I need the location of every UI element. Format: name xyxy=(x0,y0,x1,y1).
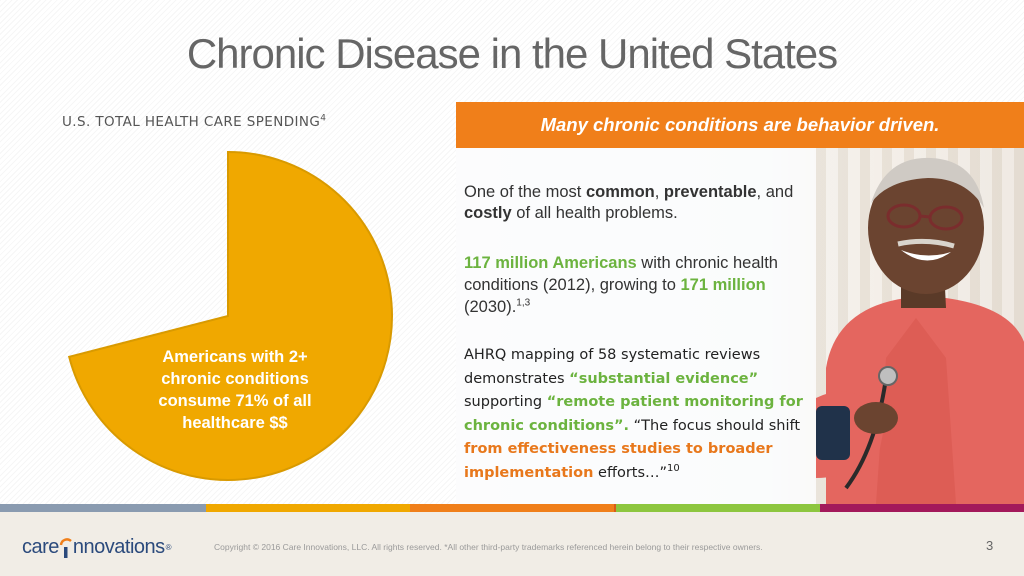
stripe-segment-green xyxy=(616,504,820,512)
pie-slice-71-percent xyxy=(67,150,393,481)
paragraph-preventable: One of the most common, preventable, and… xyxy=(464,182,816,224)
copyright-notice: Copyright © 2016 Care Innovations, LLC. … xyxy=(214,542,763,552)
care-innovations-logo: care nnovations ® xyxy=(22,532,172,562)
photo-background xyxy=(456,148,1024,504)
spending-label-text: U.S. TOTAL HEALTH CARE SPENDING xyxy=(62,114,321,130)
spending-label: U.S. TOTAL HEALTH CARE SPENDING4 xyxy=(62,114,326,130)
slide-title: Chronic Disease in the United States xyxy=(186,30,838,77)
para1-text-4: of all health problems. xyxy=(511,204,678,222)
pie-label: Americans with 2+ chronic conditions con… xyxy=(158,348,312,432)
logo-text-nnovations: nnovations xyxy=(72,535,165,558)
spending-pie-chart xyxy=(67,150,393,481)
para3-reference: 10 xyxy=(667,462,680,474)
para3-highlight-evidence: “substantial evidence” xyxy=(569,370,759,387)
para1-bold-costly: costly xyxy=(464,204,512,222)
para1-text-3: , and xyxy=(756,183,794,201)
paragraph-ahrq: AHRQ mapping of 58 systematic reviews de… xyxy=(464,344,816,485)
para3-highlight-monitoring: “remote patient monitoring for chronic c… xyxy=(464,394,803,434)
paragraph-americans: 117 million Americans with chronic healt… xyxy=(464,252,816,318)
footer-bar xyxy=(0,512,1024,576)
para3-text-1: AHRQ mapping of 58 systematic reviews de… xyxy=(464,347,761,387)
para2-text-1: with chronic health conditions (2012), g… xyxy=(464,254,778,294)
logo-text-care: care xyxy=(22,535,59,558)
page-number: 3 xyxy=(986,538,994,553)
stripe-segment-orange xyxy=(410,504,614,512)
spending-label-ref: 4 xyxy=(320,113,327,124)
color-stripe xyxy=(0,504,1024,512)
logo-i-mark-icon xyxy=(59,535,73,559)
para1-bold-common: common xyxy=(585,183,655,201)
stripe-segment-yellow xyxy=(206,504,410,512)
stripe-segment-red xyxy=(614,504,616,512)
para1-text-2: , xyxy=(654,183,664,201)
para2-highlight-117m: 117 million Americans xyxy=(464,254,637,272)
para1-text-1: One of the most xyxy=(464,183,586,201)
para3-text-2: supporting xyxy=(464,394,547,410)
logo-registered-mark: ® xyxy=(165,542,172,552)
para2-reference: 1,3 xyxy=(516,297,531,309)
para2-text-2: (2030). xyxy=(464,298,517,316)
para3-text-3: “The focus should shift xyxy=(629,417,801,434)
text-panel-overlay xyxy=(456,148,816,504)
panel-header: Many chronic conditions are behavior dri… xyxy=(456,102,1024,148)
para3-text-4: efforts…” xyxy=(593,464,668,481)
para3-highlight-implementation: from effectiveness studies to broader im… xyxy=(464,441,773,481)
stripe-segment-grey xyxy=(0,504,206,512)
patient-photo-illustration xyxy=(816,157,1024,504)
para2-highlight-171m: 171 million xyxy=(680,276,766,294)
stripe-segment-magenta xyxy=(820,504,1024,512)
para1-bold-preventable: preventable xyxy=(663,183,757,201)
